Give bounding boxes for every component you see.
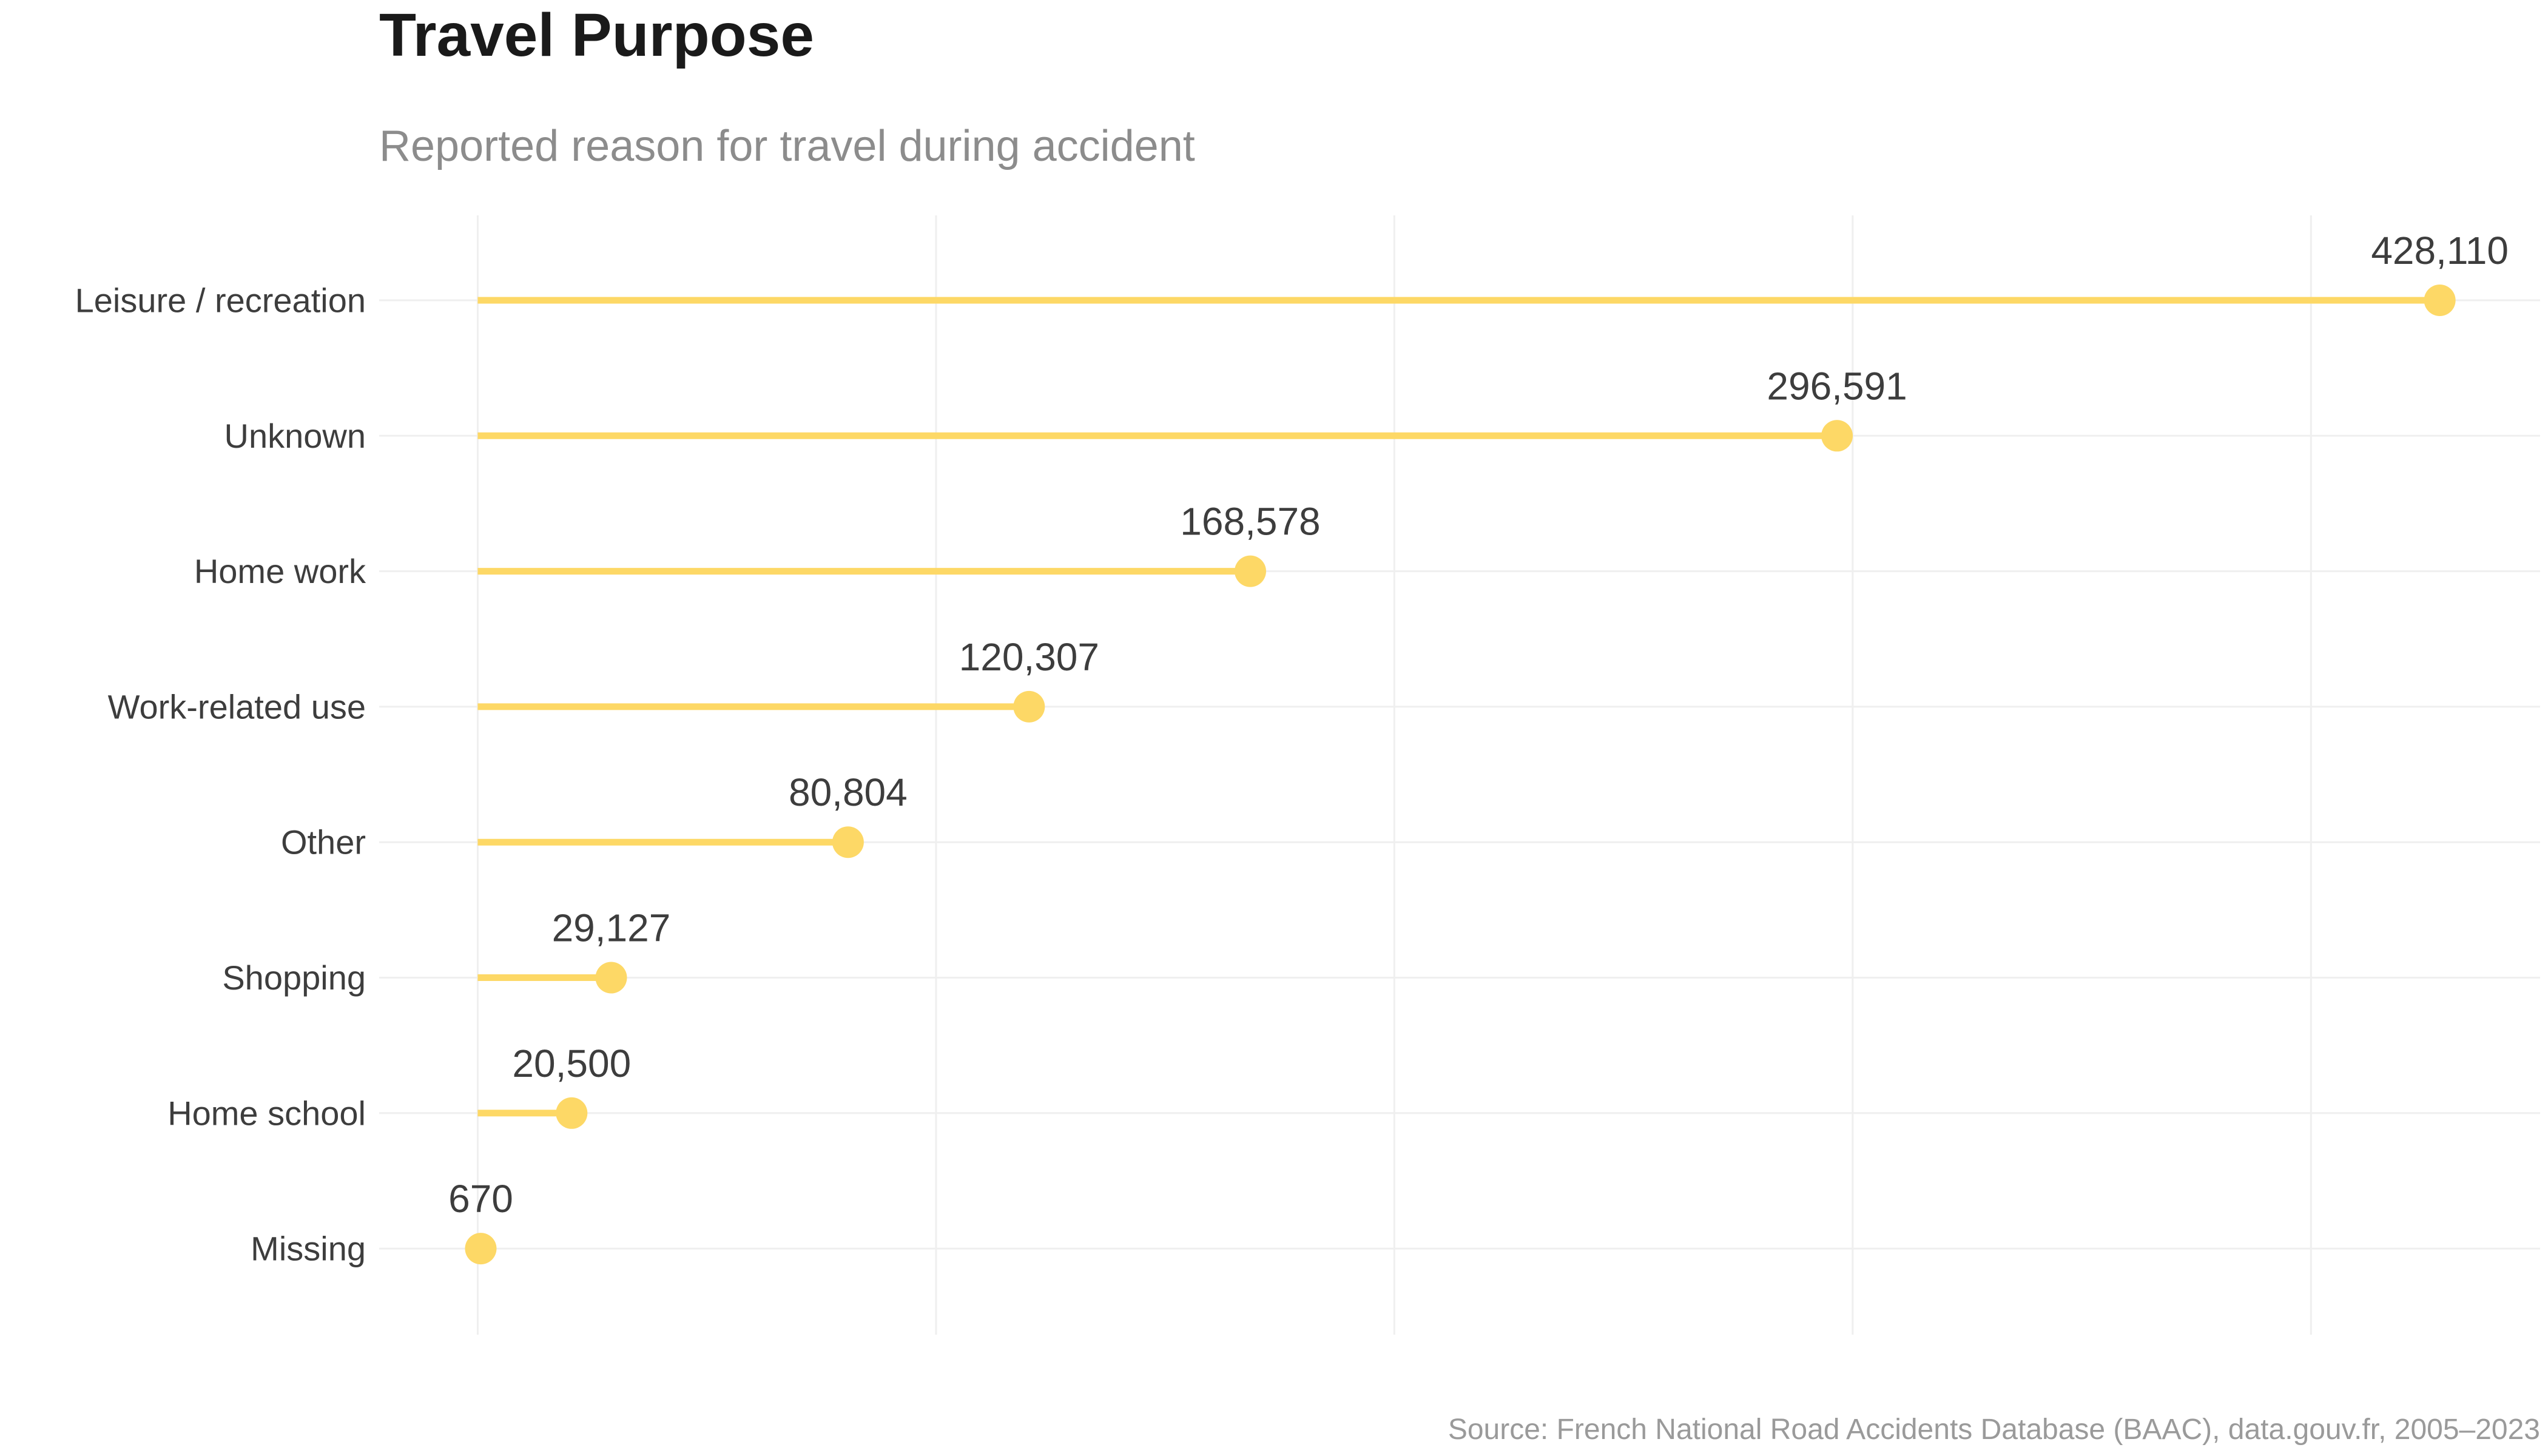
category-label: Home work	[194, 552, 366, 590]
lollipop-dot	[465, 1233, 497, 1265]
value-label: 20,500	[512, 1042, 631, 1085]
value-labels: 428,110 296,591 168,578 120,307 80,804 29,127…	[448, 229, 2509, 1221]
gridlines	[379, 215, 2540, 1335]
lollipop-marks	[465, 285, 2456, 1265]
value-label: 670	[448, 1177, 513, 1221]
category-label: Other	[281, 823, 366, 861]
category-labels: Leisure / recreation Unknown Home work Work…	[75, 281, 366, 1268]
value-label: 428,110	[2371, 229, 2509, 272]
chart-caption: Source: French National Road Accidents D…	[1448, 1414, 2540, 1446]
category-label: Home school	[167, 1094, 366, 1132]
value-label: 80,804	[789, 770, 908, 814]
value-label: 168,578	[1180, 500, 1320, 544]
lollipop-dot	[556, 1097, 588, 1129]
category-label: Shopping	[222, 959, 366, 997]
category-label: Missing	[251, 1230, 366, 1268]
value-label: 29,127	[552, 906, 671, 950]
lollipop-dot	[1234, 555, 1266, 587]
chart-title: Travel Purpose	[379, 1, 814, 69]
category-label: Unknown	[224, 417, 366, 455]
lollipop-dot	[1821, 420, 1853, 452]
lollipop-dot	[2424, 285, 2456, 316]
lollipop-dot	[832, 826, 864, 858]
category-label: Work-related use	[108, 687, 366, 726]
lollipop-dot	[595, 962, 627, 994]
chart-subtitle: Reported reason for travel during accide…	[379, 122, 1195, 170]
lollipop-dot	[1013, 690, 1045, 723]
value-label: 120,307	[959, 635, 1099, 679]
value-label: 296,591	[1767, 364, 1907, 408]
category-label: Leisure / recreation	[75, 281, 366, 320]
